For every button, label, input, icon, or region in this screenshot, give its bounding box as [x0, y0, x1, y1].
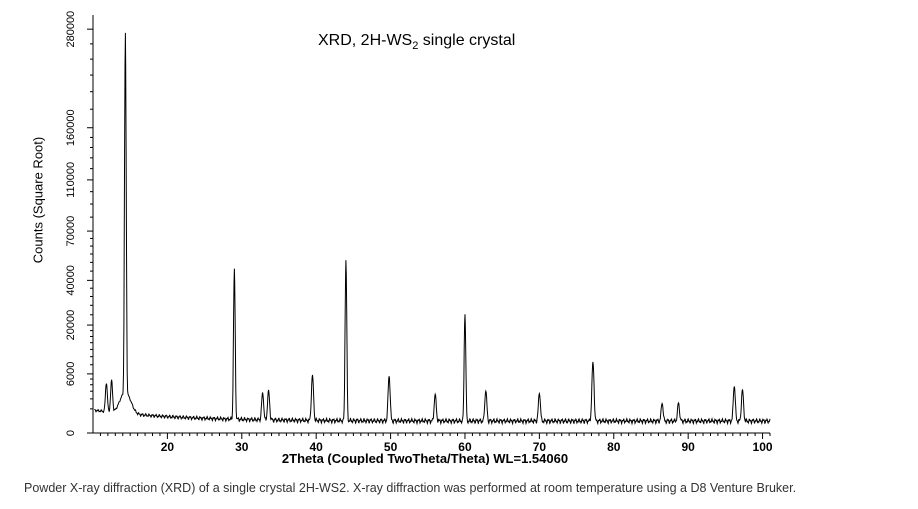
- y-tick-label: 280000: [65, 11, 77, 48]
- y-tick-label: 20000: [65, 310, 77, 341]
- x-tick-label: 50: [384, 440, 398, 454]
- x-tick-label: 90: [681, 440, 695, 454]
- y-tick-label: 40000: [65, 265, 77, 296]
- x-tick-label: 30: [235, 440, 249, 454]
- x-tick-label: 70: [533, 440, 547, 454]
- chart-axes: [92, 15, 770, 434]
- x-tick-label: 20: [161, 440, 175, 454]
- xrd-trace: [94, 32, 771, 426]
- x-tick-label: 80: [607, 440, 621, 454]
- chart-title-subscript: 2: [412, 40, 419, 53]
- y-tick-label: 6000: [65, 362, 77, 386]
- y-tick-label: 160000: [65, 109, 77, 146]
- chart-title-prefix: XRD, 2H-WS: [318, 32, 413, 49]
- chart-title: XRD, 2H-WS2 single crystal: [318, 32, 515, 52]
- x-ticks: 20 30 40 50 60 70 80 90 100: [99, 433, 773, 454]
- y-tick-label: 70000: [65, 216, 77, 247]
- figure-caption: Powder X-ray diffraction (XRD) of a sing…: [24, 481, 797, 495]
- x-tick-label: 100: [753, 440, 773, 454]
- y-tick-label: 0: [65, 430, 77, 436]
- y-ticks: 0 6000 20000 40000 70000 110000 160000 280000: [65, 11, 93, 436]
- x-tick-label: 60: [458, 440, 472, 454]
- chart-title-suffix: single crystal: [418, 32, 516, 49]
- x-tick-label: 40: [310, 440, 324, 454]
- x-axis-label: 2Theta (Coupled TwoTheta/Theta) WL=1.540…: [281, 451, 569, 465]
- y-axis-label: Counts (Square Root): [30, 136, 46, 264]
- y-tick-label: 110000: [65, 162, 77, 198]
